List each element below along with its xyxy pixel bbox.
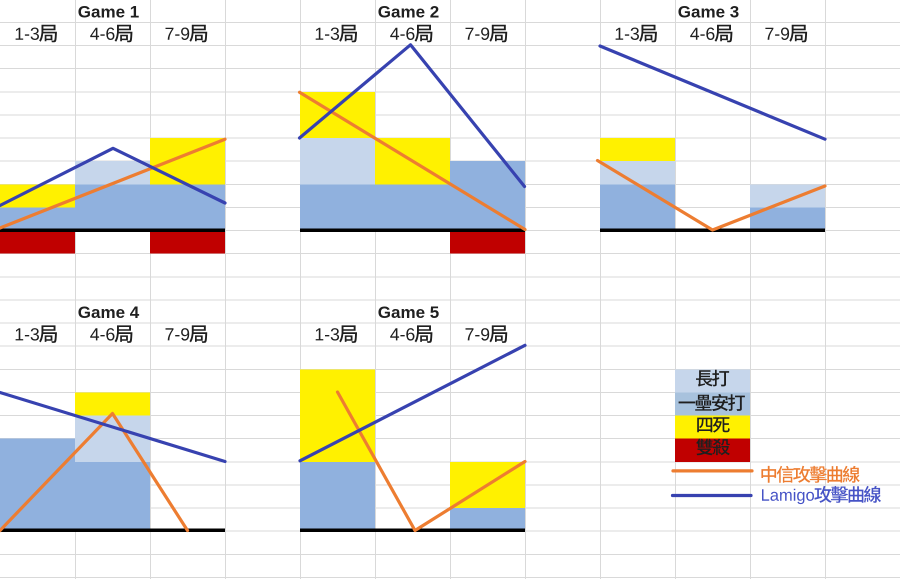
svg-text:Game 2: Game 2 [378, 3, 439, 22]
svg-text:Game 4: Game 4 [78, 303, 140, 322]
svg-text:Game 3: Game 3 [678, 3, 739, 22]
svg-text:Game 1: Game 1 [78, 3, 139, 22]
svg-text:Game 5: Game 5 [378, 303, 439, 322]
